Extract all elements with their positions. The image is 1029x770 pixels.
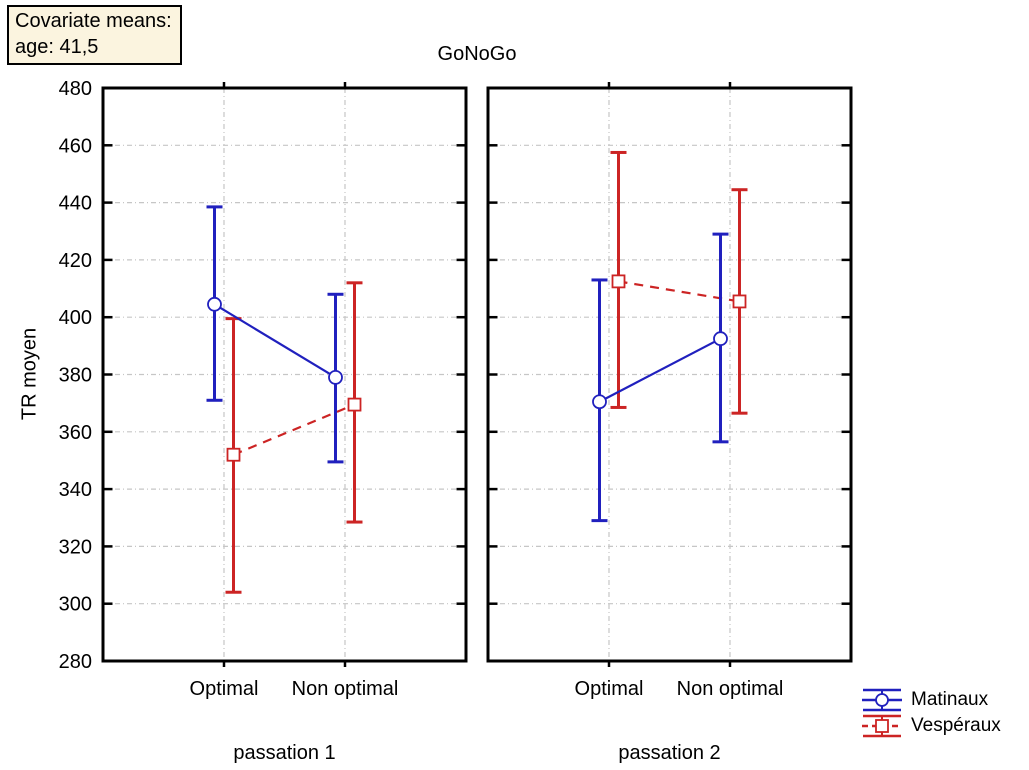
x-category-label: Optimal (575, 678, 644, 700)
covariate-means-line2: age: 41,5 (15, 36, 99, 58)
legend-item-matinaux: Matinaux (862, 687, 1001, 713)
x-category-label: Non optimal (677, 678, 784, 700)
chart-title: GoNoGo (437, 43, 517, 65)
y-tick-label: 400 (59, 307, 92, 329)
matinaux-legend-marker (875, 693, 889, 707)
vesperaux-mean-marker (611, 274, 626, 289)
y-tick-label: 280 (59, 651, 92, 673)
panel-label: passation 2 (618, 742, 720, 764)
y-tick-label: 440 (59, 193, 92, 215)
matinaux-series-line (598, 337, 722, 403)
matinaux-series-line (213, 303, 337, 379)
y-tick-label: 480 (59, 78, 92, 100)
vesperaux-legend-marker (875, 719, 889, 733)
panel-label: passation 1 (233, 742, 335, 764)
y-tick-label: 300 (59, 594, 92, 616)
vesperaux-mean-marker (732, 294, 747, 309)
legend: Matinaux Vespéraux (862, 687, 1001, 739)
matinaux-mean-marker (592, 394, 607, 410)
vesperaux-series-line (233, 403, 355, 456)
y-tick-label: 460 (59, 135, 92, 157)
y-tick-label: 360 (59, 422, 92, 444)
y-tick-label: 380 (59, 365, 92, 387)
matinaux-legend-glyph (862, 688, 902, 712)
covariate-means-box: Covariate means: age: 41,5 (7, 5, 182, 65)
matinaux-mean-marker (328, 369, 343, 385)
panel-frame (486, 86, 853, 663)
legend-label: Vespéraux (911, 715, 1001, 736)
legend-label: Matinaux (911, 689, 989, 710)
matinaux-mean-marker (207, 296, 222, 312)
x-category-label: Optimal (190, 678, 259, 700)
vesperaux-legend-glyph (862, 714, 902, 738)
x-category-label: Non optimal (292, 678, 399, 700)
panel-frame (101, 86, 468, 663)
y-tick-label: 420 (59, 250, 92, 272)
covariate-means-line1: Covariate means: (15, 10, 172, 32)
vesperaux-mean-marker (226, 447, 241, 462)
legend-item-vesperaux: Vespéraux (862, 713, 1001, 739)
y-tick-label: 340 (59, 479, 92, 501)
y-tick-label: 320 (59, 536, 92, 558)
matinaux-mean-marker (713, 331, 728, 347)
vesperaux-mean-marker (347, 397, 362, 412)
